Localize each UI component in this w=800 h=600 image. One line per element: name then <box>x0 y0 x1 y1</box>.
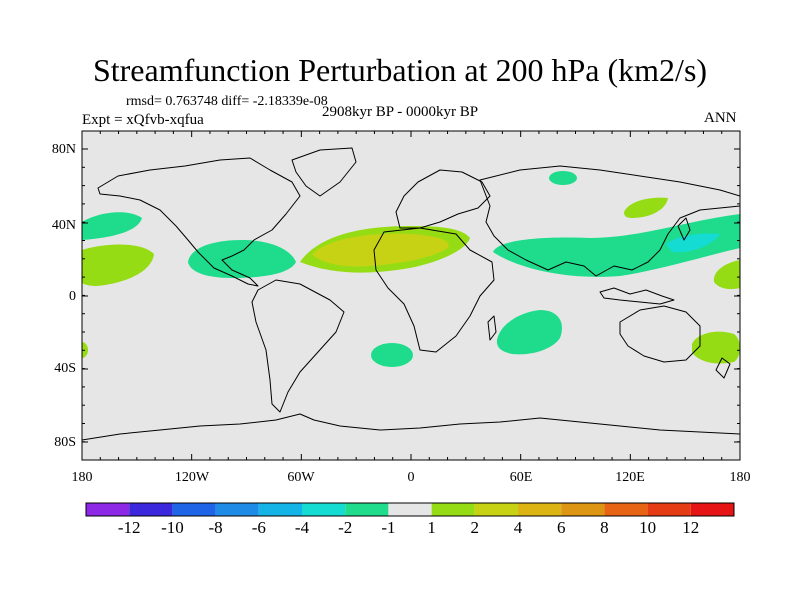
x-axis-labels: 180 120W 60W 0 60E 120E 180 <box>72 470 751 485</box>
anomaly-southwest-pacific <box>692 331 740 364</box>
x-tick-label: 120E <box>615 470 645 485</box>
experiment-label: Expt = xQfvb-xqfua <box>82 112 204 128</box>
anomaly-north-atlantic-core <box>312 233 449 267</box>
colorbar-label: -10 <box>161 518 184 537</box>
anomaly-north-pacific <box>624 197 668 218</box>
colorbar-label: 2 <box>471 518 480 537</box>
y-tick-label: 0 <box>69 289 76 304</box>
plot-title: Streamfunction Perturbation at 200 hPa (… <box>92 52 708 88</box>
x-tick-label: 60W <box>287 470 315 485</box>
coast-south-america <box>251 279 345 413</box>
x-tick-label: 120W <box>175 470 210 485</box>
x-tick-label: 60E <box>510 470 533 485</box>
coast-africa <box>373 227 495 353</box>
y-tick-label: 40N <box>52 218 76 233</box>
colorbar-swatch <box>172 503 216 516</box>
coast-asia <box>479 165 740 277</box>
coast-greenland <box>291 147 357 197</box>
colorbar-swatch <box>86 503 130 516</box>
anomaly-asia-core <box>666 233 720 253</box>
colorbar-swatch <box>518 503 562 516</box>
colorbar-swatch <box>474 503 518 516</box>
colorbar-swatch <box>129 503 173 516</box>
colorbar-swatch <box>647 503 691 516</box>
coast-new-zealand <box>715 357 731 379</box>
colorbar-label: 8 <box>600 518 609 537</box>
coast-madagascar <box>487 315 497 341</box>
anomaly-east-pacific-north <box>82 212 142 240</box>
colorbar-swatch <box>345 503 389 516</box>
colorbar-label: 6 <box>557 518 566 537</box>
stats-text: rmsd= 0.763748 diff= -2.18339e-08 <box>126 94 328 109</box>
colorbar-labels: -12 -10 -8 -6 -4 -2 -1 1 2 4 6 8 10 12 <box>118 518 699 537</box>
map-background <box>82 131 740 460</box>
anomaly-south-atlantic <box>371 343 413 367</box>
y-tick-label: 40S <box>54 361 76 376</box>
colorbar-swatch <box>561 503 605 516</box>
colorbar-swatch <box>215 503 259 516</box>
anomaly-east-pacific <box>82 244 154 286</box>
coast-europe <box>395 169 491 229</box>
y-axis-labels: 80N 40N 0 40S 80S <box>52 142 76 450</box>
colorbar-label: -6 <box>252 518 266 537</box>
x-tick-label: 0 <box>408 470 415 485</box>
anomaly-arctic <box>549 171 577 185</box>
x-tick-label: 180 <box>72 470 93 485</box>
colorbar-label: 12 <box>682 518 699 537</box>
coast-north-america <box>97 157 301 287</box>
anomaly-asia-belt <box>493 214 740 277</box>
season-label: ANN <box>704 110 737 126</box>
coast-australia <box>619 305 701 363</box>
x-tick-label: 180 <box>730 470 751 485</box>
y-tick-label: 80N <box>52 142 76 157</box>
colorbar-label: -8 <box>209 518 223 537</box>
colorbar-label: -2 <box>338 518 352 537</box>
axis-ticks <box>81 131 741 460</box>
colorbar-frame <box>85 502 735 517</box>
colorbar-swatch <box>302 503 346 516</box>
coast-indonesia <box>599 287 675 305</box>
anomaly-west-pacific <box>713 260 740 290</box>
colorbar-swatch <box>258 503 302 516</box>
colorbar-label: 1 <box>427 518 436 537</box>
coast-japan <box>677 217 691 241</box>
anomaly-indian-ocean <box>496 310 562 355</box>
colorbar-swatch <box>388 503 432 516</box>
colorbar-label: -1 <box>381 518 395 537</box>
colorbar-label: 10 <box>639 518 656 537</box>
coast-antarctica <box>82 413 740 441</box>
colorbar-swatch <box>690 503 734 516</box>
anomaly-contours <box>82 147 740 441</box>
coastlines <box>82 147 740 441</box>
colorbar-label: -12 <box>118 518 141 537</box>
colorbar-label: 4 <box>514 518 523 537</box>
y-tick-label: 80S <box>54 435 76 450</box>
colorbar <box>85 502 735 517</box>
period-label: 2908kyr BP - 0000kyr BP <box>322 104 479 120</box>
colorbar-swatch <box>604 503 648 516</box>
colorbar-label: -4 <box>295 518 310 537</box>
colorbar-swatch <box>431 503 475 516</box>
